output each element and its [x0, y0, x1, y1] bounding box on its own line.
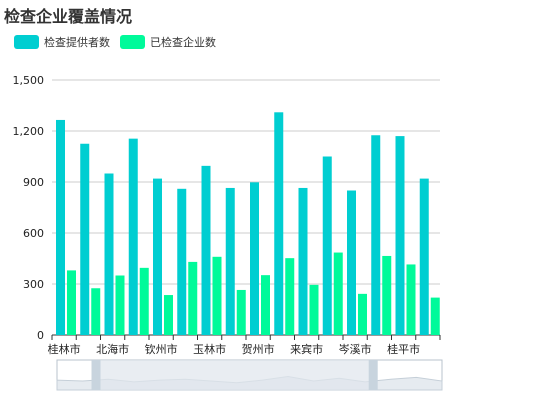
bar-2 [67, 270, 76, 335]
bar-1 [128, 138, 138, 335]
bar-2 [115, 275, 125, 335]
y-tick-label: 900 [23, 176, 44, 189]
y-tick-label: 600 [23, 227, 44, 240]
bar-2 [285, 258, 295, 335]
legend-item-series2[interactable]: 已检查企业数 [120, 34, 216, 50]
x-tick-label: 岑溪市 [339, 342, 372, 356]
legend-label-series2: 已检查企业数 [150, 36, 216, 49]
bar-1 [80, 143, 90, 335]
x-tick-label: 玉林市 [193, 342, 226, 356]
bar-2 [236, 289, 246, 335]
chart-title: 检查企业覆盖情况 [4, 7, 133, 26]
bar-1 [56, 119, 65, 335]
bar-2 [430, 297, 440, 335]
bar-2 [91, 288, 101, 335]
bar-2 [164, 295, 173, 335]
x-tick-label: 来宾市 [290, 342, 323, 356]
datazoom-selection [95, 360, 373, 390]
bar-2 [261, 275, 270, 335]
x-tick-label: 贺州市 [242, 342, 275, 356]
bar-2 [212, 256, 222, 335]
datazoom-handle-left[interactable] [91, 360, 101, 390]
x-tick-label: 钦州市 [145, 342, 178, 356]
bar-2 [406, 264, 416, 335]
legend: 检查提供者数 已检查企业数 [14, 34, 216, 50]
bar-1 [201, 165, 211, 335]
bar-1 [419, 178, 429, 335]
legend-swatch-series2 [120, 35, 145, 49]
x-tick-label: 桂林市 [48, 342, 81, 356]
x-tick-label: 北海市 [96, 342, 129, 356]
bar-1 [225, 187, 235, 335]
bar-1 [250, 182, 259, 335]
datazoom-handle-right[interactable] [368, 360, 378, 390]
legend-item-series1[interactable]: 检查提供者数 [14, 34, 110, 50]
bar-1 [371, 135, 381, 335]
bar-2 [358, 293, 367, 335]
bar-1 [104, 173, 114, 335]
bar-2 [139, 267, 149, 335]
legend-label-series1: 检查提供者数 [44, 36, 110, 49]
legend-swatch-series1 [14, 35, 39, 49]
y-tick-label: 0 [37, 329, 44, 342]
bar-1 [153, 178, 162, 335]
y-tick-label: 300 [23, 278, 44, 291]
bar-1 [322, 156, 332, 335]
x-tick-label: 桂平市 [387, 342, 420, 356]
y-tick-label: 1,200 [13, 125, 45, 138]
y-tick-label: 1,500 [13, 74, 45, 87]
bar-2 [188, 261, 198, 335]
bar-1 [177, 188, 187, 335]
bar-1 [347, 190, 356, 335]
bar-1 [274, 112, 284, 335]
bar-1 [298, 187, 308, 335]
bar-2 [382, 255, 392, 335]
bar-1 [395, 136, 405, 335]
bar-2 [333, 252, 343, 335]
bar-2 [309, 284, 319, 335]
